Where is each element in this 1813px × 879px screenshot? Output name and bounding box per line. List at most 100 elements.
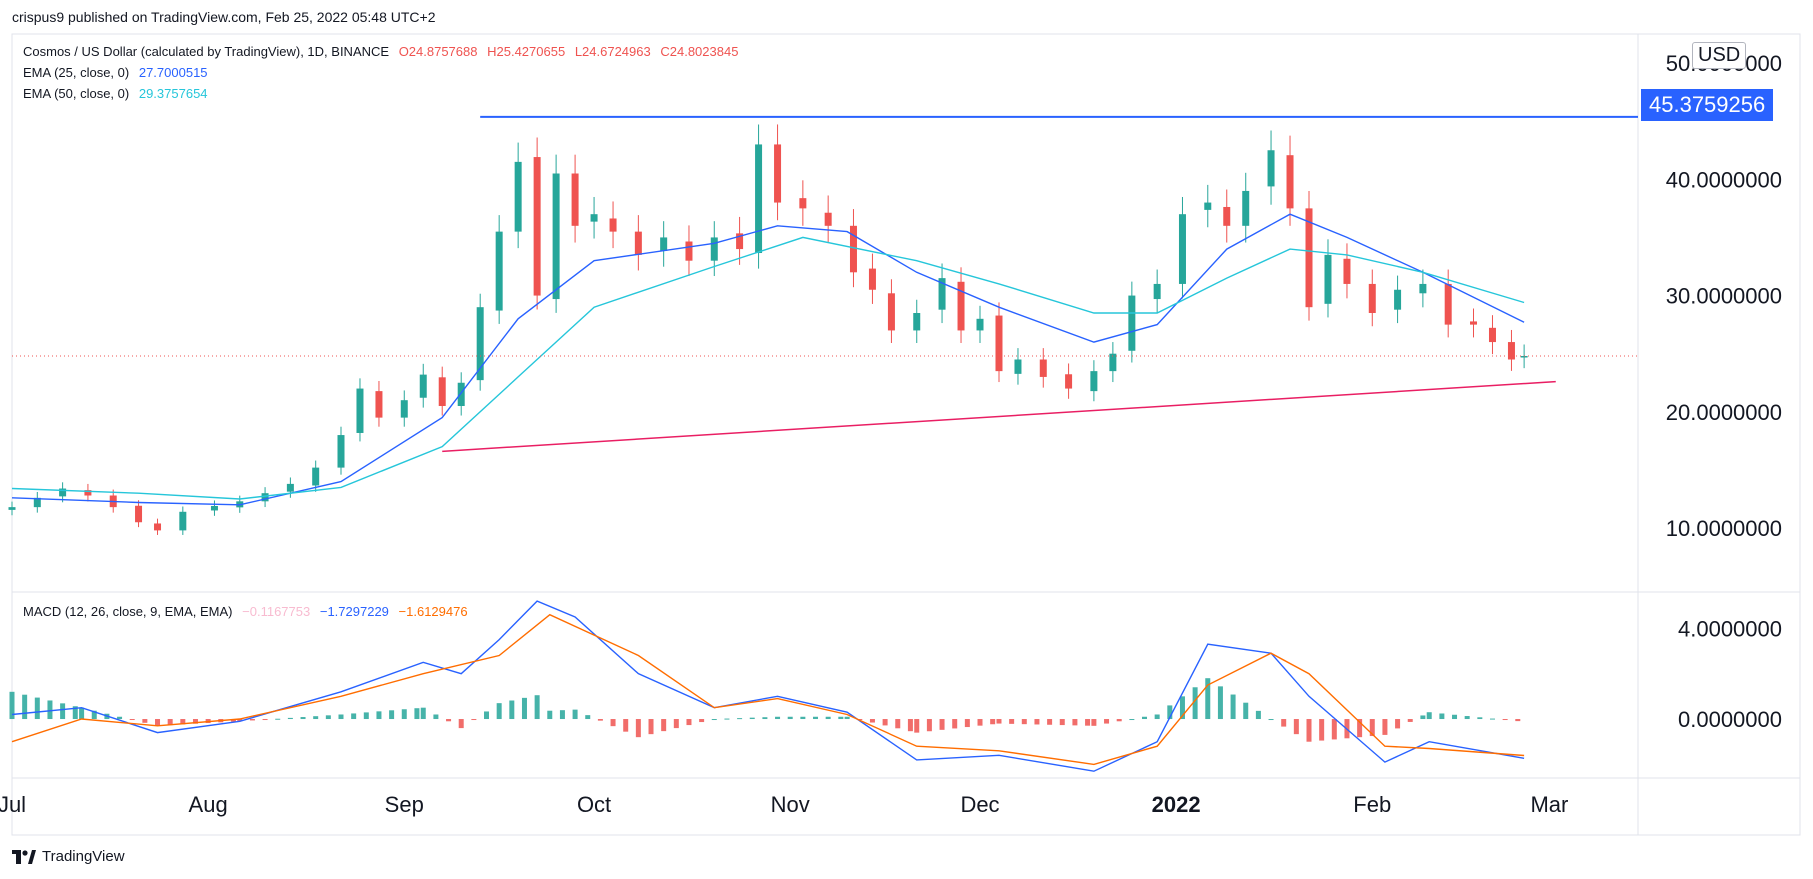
macd-histogram-bar bbox=[446, 719, 452, 722]
candle-body bbox=[1488, 327, 1496, 343]
macd-histogram-bar bbox=[534, 695, 540, 720]
candle-body bbox=[774, 144, 782, 203]
candle-body bbox=[887, 293, 895, 331]
currency-button[interactable]: USD bbox=[1692, 42, 1747, 69]
candle-body bbox=[1394, 289, 1402, 310]
macd-histogram-bar bbox=[964, 719, 970, 728]
macd-histogram-bar bbox=[996, 719, 1002, 724]
candle-body bbox=[1444, 283, 1452, 325]
candle-body bbox=[590, 214, 598, 222]
macd-line-value: −1.7297229 bbox=[319, 604, 389, 619]
macd-histogram-bar bbox=[762, 717, 768, 720]
macd-histogram-bar bbox=[1230, 694, 1236, 720]
macd-histogram-bar bbox=[585, 715, 591, 720]
macd-hist-value: −0.1167753 bbox=[242, 604, 311, 619]
time-tick-label: Dec bbox=[960, 792, 999, 817]
macd-histogram-bar bbox=[521, 697, 527, 720]
macd-histogram-bar bbox=[787, 716, 793, 720]
macd-histogram-bar bbox=[813, 716, 819, 720]
macd-histogram-bar bbox=[711, 719, 717, 721]
candle-body bbox=[400, 400, 408, 418]
candle-body bbox=[514, 161, 522, 232]
macd-histogram-bar bbox=[363, 712, 369, 720]
tradingview-logo-icon bbox=[12, 849, 36, 864]
macd-histogram-bar bbox=[180, 719, 186, 725]
candle-body bbox=[736, 233, 744, 250]
macd-histogram-bar bbox=[1205, 678, 1211, 720]
support-trendline[interactable] bbox=[442, 380, 1556, 453]
macd-histogram-bar bbox=[1034, 719, 1040, 725]
time-tick-label: Jul bbox=[0, 792, 26, 817]
candle-body bbox=[533, 157, 541, 296]
macd-histogram-bar bbox=[1426, 712, 1432, 720]
candle-body bbox=[1090, 371, 1098, 392]
candle-body bbox=[995, 315, 1003, 372]
candle-body bbox=[1178, 214, 1186, 284]
macd-histogram-bar bbox=[1515, 719, 1521, 722]
macd-histogram-bar bbox=[313, 716, 319, 720]
candle-body bbox=[849, 225, 857, 273]
time-tick-label: Oct bbox=[577, 792, 611, 817]
ema25-legend: EMA (25, close, 0) 27.7000515 bbox=[23, 65, 214, 80]
macd-histogram-bar bbox=[72, 706, 78, 720]
macd-histogram-bar bbox=[389, 710, 395, 720]
time-tick-label: 2022 bbox=[1152, 792, 1201, 817]
macd-histogram-bar bbox=[142, 719, 148, 723]
ohlc-open: O24.8757688 bbox=[398, 44, 478, 59]
macd-histogram-bar bbox=[882, 719, 888, 726]
candle-body bbox=[1242, 190, 1250, 226]
candle-body bbox=[799, 198, 807, 209]
macd-histogram-bar bbox=[458, 719, 464, 729]
candle-body bbox=[286, 483, 294, 492]
macd-histogram-bar bbox=[420, 707, 426, 720]
candle-body bbox=[1014, 359, 1022, 374]
macd-legend: MACD (12, 26, close, 9, EMA, EMA) −0.116… bbox=[23, 604, 474, 619]
macd-histogram-bar bbox=[1116, 719, 1122, 722]
macd-histogram-bar bbox=[1192, 687, 1198, 720]
macd-tick-label: 4.0000000 bbox=[1678, 616, 1782, 641]
macd-histogram-bar bbox=[338, 714, 344, 720]
macd-histogram-bar bbox=[775, 716, 781, 720]
candle-body bbox=[824, 212, 832, 226]
macd-histogram-bar bbox=[1104, 719, 1110, 724]
candle-body bbox=[755, 144, 763, 254]
macd-histogram-bar bbox=[1502, 719, 1508, 721]
macd-histogram-bar bbox=[597, 719, 603, 721]
macd-histogram-bar bbox=[844, 716, 850, 720]
macd-histogram-bar bbox=[1255, 710, 1261, 720]
candle-body bbox=[957, 281, 965, 331]
macd-histogram-bar bbox=[237, 719, 243, 722]
macd-histogram-bar bbox=[1464, 716, 1470, 720]
macd-histogram-bar bbox=[117, 716, 123, 720]
candle-body bbox=[634, 231, 642, 255]
candle-body bbox=[59, 488, 67, 497]
footer-brand: TradingView bbox=[12, 848, 125, 865]
macd-histogram-bar bbox=[1293, 719, 1299, 735]
macd-histogram-bar bbox=[1281, 719, 1287, 727]
macd-histogram-bar bbox=[926, 719, 932, 732]
price-tick-label: 10.0000000 bbox=[1666, 516, 1782, 541]
macd-histogram-bar bbox=[1091, 719, 1097, 726]
ema25-line bbox=[11, 213, 1525, 506]
macd-histogram-bar bbox=[34, 697, 40, 720]
candle-body bbox=[337, 435, 345, 468]
macd-histogram-bar bbox=[1142, 716, 1148, 720]
candle-body bbox=[33, 497, 41, 508]
macd-line bbox=[11, 600, 1525, 772]
price-tick-label: 40.0000000 bbox=[1666, 167, 1782, 192]
macd-histogram-bar bbox=[1452, 714, 1458, 720]
ema25-label: EMA (25, close, 0) bbox=[23, 65, 130, 80]
candle-body bbox=[495, 231, 503, 311]
candle-body bbox=[1128, 295, 1136, 351]
candle-body bbox=[457, 382, 465, 406]
macd-histogram-bar bbox=[895, 719, 901, 729]
candle-body bbox=[356, 388, 364, 433]
macd-histogram-bar bbox=[610, 719, 616, 727]
macd-tick-label: 0.0000000 bbox=[1678, 707, 1782, 732]
macd-histogram-bar bbox=[496, 703, 502, 720]
macd-histogram-bar bbox=[22, 694, 28, 720]
macd-histogram-bar bbox=[275, 718, 281, 720]
macd-histogram-bar bbox=[635, 719, 641, 738]
macd-histogram-bar bbox=[749, 717, 755, 720]
